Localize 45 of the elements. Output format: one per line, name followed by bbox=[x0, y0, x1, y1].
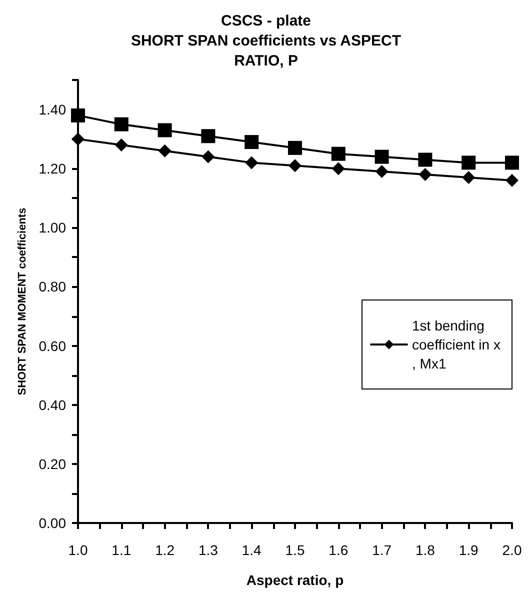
point bbox=[331, 146, 346, 161]
x-tick-label: 1.2 bbox=[155, 542, 175, 558]
point bbox=[418, 168, 432, 182]
y-tick-label: 1.00 bbox=[38, 220, 66, 236]
point bbox=[158, 144, 172, 158]
y-tick-label: 0.60 bbox=[38, 338, 66, 354]
y-axis-title: SHORT SPAN MOMENT coefficients bbox=[16, 208, 28, 396]
x-tick-label: 1.1 bbox=[112, 542, 132, 558]
point bbox=[462, 170, 476, 184]
y-tick-label: 1.20 bbox=[38, 160, 66, 177]
point bbox=[462, 156, 476, 170]
point bbox=[505, 156, 519, 170]
point bbox=[374, 150, 389, 164]
x-axis-title: Aspect ratio, p bbox=[246, 572, 344, 588]
x-tick-label: 1.8 bbox=[415, 542, 436, 558]
y-tick-label: 0.20 bbox=[38, 456, 66, 472]
x-tick-label: 1.3 bbox=[198, 542, 218, 558]
point bbox=[114, 138, 128, 152]
x-tick-label: 1.7 bbox=[372, 542, 392, 558]
point bbox=[332, 162, 345, 176]
legend-label: 1st bending coefficient in x, Mx1 bbox=[412, 318, 500, 372]
x-tick-label: 1.9 bbox=[458, 542, 479, 558]
y-tick-label: 0.40 bbox=[38, 396, 66, 413]
x-tick-label: 2.0 bbox=[502, 542, 522, 558]
chart-title: CSCS - plate SHORT SPAN coefficients vs ASPECT RATIO, P bbox=[130, 12, 402, 70]
point bbox=[288, 140, 302, 155]
x-tick-label: 1.4 bbox=[242, 542, 262, 558]
point bbox=[244, 135, 259, 150]
point bbox=[418, 152, 432, 167]
point bbox=[201, 129, 216, 144]
point bbox=[72, 132, 84, 146]
point bbox=[375, 165, 388, 178]
point bbox=[158, 123, 172, 138]
x-tick-label: 1.6 bbox=[328, 542, 348, 558]
point bbox=[288, 159, 302, 172]
x-tick-label: 1.5 bbox=[285, 542, 305, 558]
x-tick-label: 1.0 bbox=[68, 542, 88, 558]
point bbox=[202, 150, 215, 164]
y-tick-label: 1.40 bbox=[38, 102, 66, 118]
point bbox=[245, 156, 258, 170]
point bbox=[71, 108, 85, 122]
y-tick-label: 0.80 bbox=[38, 278, 66, 295]
point bbox=[506, 174, 518, 187]
y-tick-label: 0.00 bbox=[38, 515, 66, 531]
point bbox=[114, 117, 128, 132]
